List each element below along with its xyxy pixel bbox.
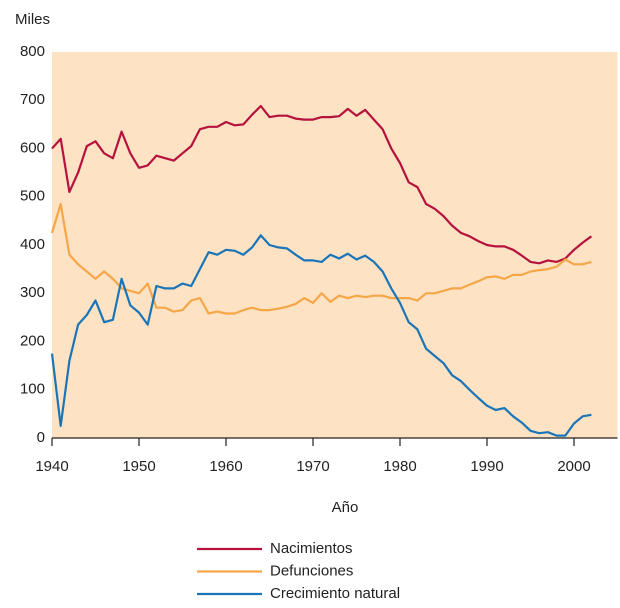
x-tick-label: 2000 <box>557 458 590 475</box>
y-tick-label: 100 <box>20 381 45 398</box>
y-tick-label: 500 <box>20 188 45 205</box>
y-tick-label: 400 <box>20 236 45 253</box>
y-axis-label: Miles <box>15 11 50 28</box>
x-axis-label: Año <box>332 499 359 516</box>
series-line <box>50 234 592 437</box>
y-tick-label: 600 <box>20 139 45 156</box>
plot-area <box>52 52 618 438</box>
y-tick-label: 0 <box>37 429 45 446</box>
y-tick-label: 700 <box>20 91 45 108</box>
y-tick-label: 200 <box>20 332 45 349</box>
x-tick-label: 1970 <box>296 458 329 475</box>
series-line <box>50 202 592 315</box>
x-tick-label: 1950 <box>122 458 155 475</box>
legend-label: Crecimiento natural <box>270 585 400 602</box>
y-tick-label: 800 <box>20 43 45 60</box>
legend-label: Defunciones <box>270 562 353 579</box>
x-tick-label: 1990 <box>470 458 503 475</box>
series-line <box>51 104 593 265</box>
x-tick-label: 1940 <box>35 458 68 475</box>
x-tick-label: 1980 <box>383 458 416 475</box>
legend-label: Nacimientos <box>270 540 353 557</box>
x-tick-label: 1960 <box>209 458 242 475</box>
y-tick-label: 300 <box>20 284 45 301</box>
